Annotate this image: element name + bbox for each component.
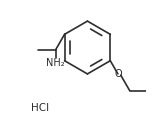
Text: HCl: HCl: [31, 103, 49, 113]
Text: NH₂: NH₂: [46, 58, 65, 68]
Text: O: O: [114, 69, 122, 79]
